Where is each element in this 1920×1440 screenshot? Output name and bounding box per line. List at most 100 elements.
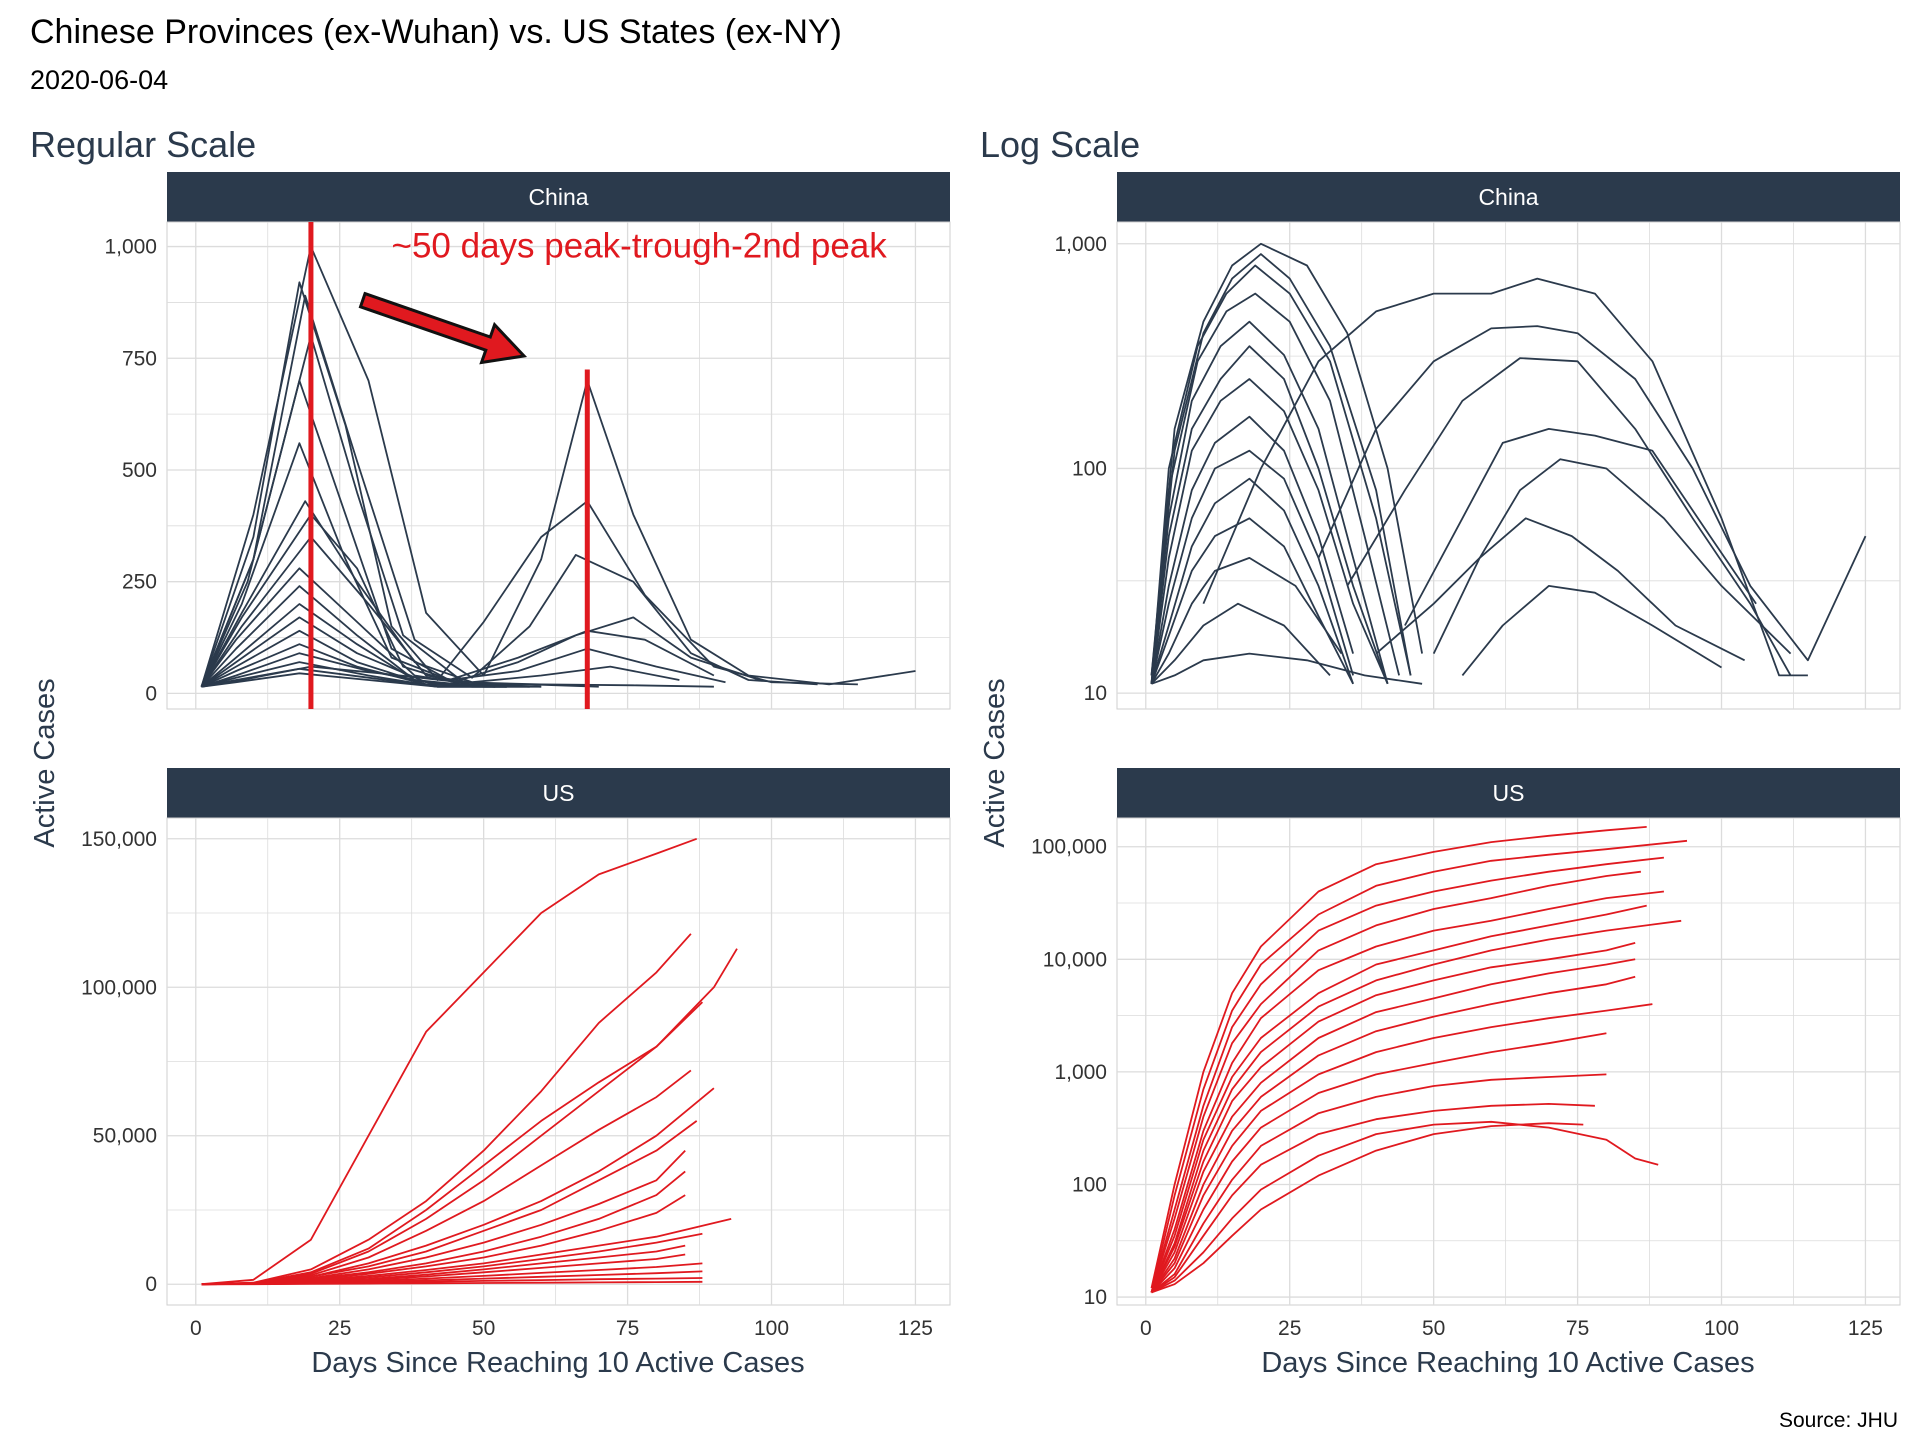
source-note: Source: JHU	[1779, 1409, 1898, 1432]
x-tick-label: 50	[1422, 1317, 1445, 1340]
facet-strip-label: US	[1493, 780, 1525, 806]
series-line	[201, 652, 507, 688]
series-line	[1150, 557, 1343, 685]
x-tick-label: 25	[328, 1317, 351, 1340]
y-tick-label: 50,000	[93, 1125, 157, 1148]
panel-regular-scale-us: US 0 50,000 100,000 150,000 0 25 50 75 100 125	[81, 768, 951, 1340]
y-tick-label: 10,000	[1043, 948, 1107, 971]
series-line	[1150, 958, 1636, 1293]
annotation-arrow	[358, 291, 528, 365]
y-tick-label: 10	[1084, 682, 1107, 705]
right-x-axis-label: Days Since Reaching 10 Active Cases	[1261, 1347, 1754, 1379]
series-line	[1150, 378, 1389, 685]
y-tick-label: 750	[122, 347, 157, 370]
panel-regular-scale-china: China 0 250 500 750 1,000 ~50 days peak-trough…	[104, 172, 951, 710]
y-tick-label: 10	[1084, 1286, 1107, 1309]
x-tick-label: 100	[1704, 1317, 1739, 1340]
series-line	[1317, 325, 1867, 662]
y-tick-label: 1,000	[1054, 233, 1107, 256]
series-line	[1150, 477, 1354, 685]
series-line	[1150, 253, 1412, 676]
series-line	[1150, 1073, 1607, 1294]
series-line	[201, 933, 692, 1286]
y-tick-label: 100,000	[81, 976, 157, 999]
x-tick-label: 125	[898, 1317, 933, 1340]
facet-strip	[1117, 768, 1900, 818]
series-line	[1151, 1122, 1584, 1294]
series-line	[200, 294, 818, 688]
y-tick-label: 100,000	[1031, 836, 1107, 859]
x-tick-label: 50	[472, 1317, 495, 1340]
facet-strip-label: China	[1478, 184, 1538, 210]
series-line	[1375, 517, 1746, 662]
annotation-text: ~50 days peak-trough-2nd peak	[392, 227, 888, 266]
x-tick-label: 25	[1278, 1317, 1301, 1340]
y-tick-label: 100	[1072, 1173, 1107, 1196]
x-tick-label: 0	[1140, 1317, 1152, 1340]
left-x-axis-label: Days Since Reaching 10 Active Cases	[311, 1347, 804, 1379]
series-line	[1150, 449, 1354, 684]
series-line	[1150, 942, 1636, 1293]
x-tick-label: 0	[190, 1317, 202, 1340]
x-tick-label: 75	[616, 1317, 639, 1340]
x-tick-label: 75	[1566, 1317, 1589, 1340]
right-panel-title: Log Scale	[980, 124, 1140, 165]
series-line	[1404, 428, 1757, 626]
series-line	[1150, 264, 1412, 684]
y-tick-label: 150,000	[81, 828, 157, 851]
series-line	[201, 1280, 703, 1286]
y-tick-label: 100	[1072, 457, 1107, 480]
x-tick-label: 125	[1848, 1317, 1883, 1340]
series-line	[1150, 975, 1636, 1293]
series-line	[1150, 890, 1665, 1293]
facet-strip-label: US	[543, 780, 575, 806]
series-line	[201, 672, 507, 688]
series-line	[201, 948, 738, 1286]
panel-log-scale-china: China 10 100 1,000	[1054, 172, 1901, 710]
y-tick-label: 0	[145, 682, 157, 705]
panel-log-scale-us: US 10 100 1,000 10,000 100,000 0 25 50 75 100 125	[1031, 768, 1901, 1340]
series-line	[201, 665, 714, 688]
series-line	[1202, 277, 1808, 677]
series-line	[1151, 1120, 1659, 1294]
series-line	[1461, 585, 1722, 676]
series-line	[1150, 320, 1389, 685]
right-y-axis-label: Active Cases	[979, 678, 1011, 847]
facet-strip	[1117, 172, 1900, 222]
series-line	[1150, 415, 1354, 684]
series-line	[1346, 357, 1792, 676]
series-line	[200, 616, 496, 688]
series-line	[1150, 602, 1331, 685]
series-line	[1150, 1003, 1653, 1293]
series-line	[200, 500, 680, 688]
chart-subtitle: 2020-06-04	[30, 65, 168, 95]
series-line	[200, 281, 858, 687]
facet-strip	[167, 172, 950, 222]
series-line	[1150, 839, 1688, 1293]
plot-area	[1116, 817, 1901, 1306]
y-tick-label: 0	[145, 1273, 157, 1296]
series-line	[201, 837, 698, 1286]
series-line	[1151, 1103, 1595, 1294]
series-line	[1150, 1032, 1607, 1294]
series-line	[1150, 826, 1647, 1289]
y-tick-label: 500	[122, 459, 157, 482]
series-line	[200, 442, 726, 688]
series-line	[1150, 517, 1354, 685]
left-y-axis-label: Active Cases	[29, 678, 61, 847]
y-tick-label: 250	[122, 571, 157, 594]
chart-title: Chinese Provinces (ex-Wuhan) vs. US Stat…	[30, 13, 842, 51]
series-line	[1150, 242, 1423, 676]
series-line	[1150, 919, 1682, 1293]
left-panel-title: Regular Scale	[30, 124, 256, 165]
y-tick-label: 1,000	[104, 236, 157, 259]
series-line	[1150, 292, 1400, 684]
series-line	[200, 379, 715, 688]
series-line	[1150, 345, 1389, 685]
y-tick-label: 1,000	[1054, 1061, 1107, 1084]
series-line	[1150, 904, 1647, 1293]
x-tick-label: 100	[754, 1317, 789, 1340]
series-line	[1150, 856, 1665, 1293]
